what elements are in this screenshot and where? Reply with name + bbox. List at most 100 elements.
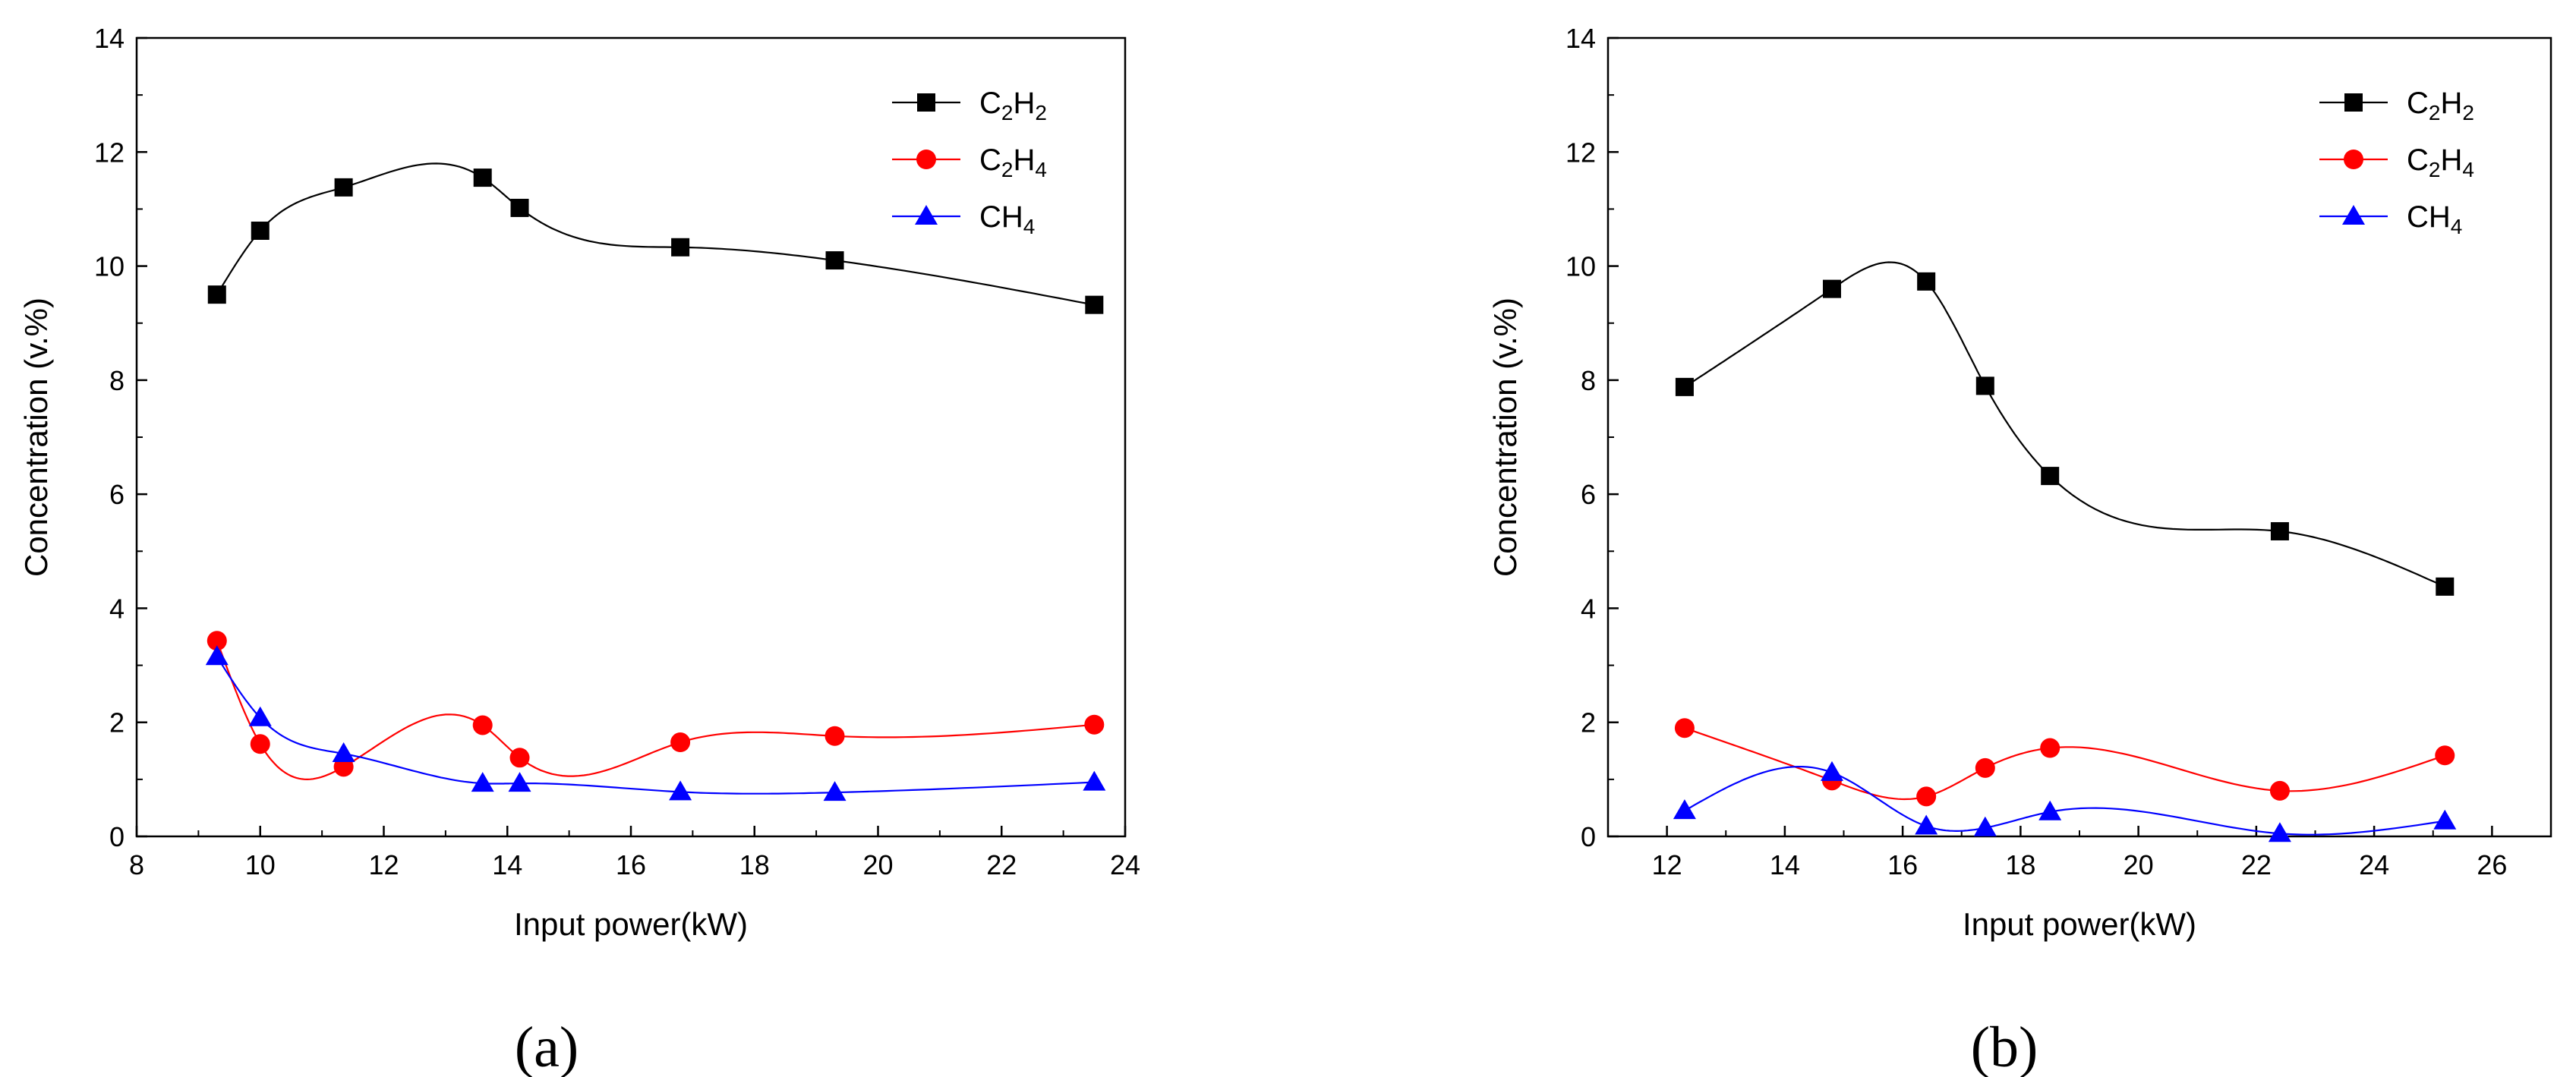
data-point-ch4 bbox=[1820, 761, 1843, 781]
data-point-c2h4 bbox=[1916, 786, 1937, 807]
data-point-c2h4 bbox=[207, 631, 227, 651]
data-point-ch4 bbox=[1915, 814, 1938, 835]
y-tick-label: 14 bbox=[94, 23, 125, 54]
data-point-c2h4 bbox=[670, 732, 691, 753]
legend-marker bbox=[917, 93, 935, 112]
y-tick-label: 10 bbox=[94, 251, 125, 282]
x-tick-label: 12 bbox=[1652, 849, 1682, 880]
x-tick-label: 26 bbox=[2477, 849, 2507, 880]
data-point-c2h4 bbox=[825, 726, 845, 746]
data-point-c2h2 bbox=[207, 285, 226, 304]
data-point-ch4 bbox=[248, 706, 272, 726]
data-point-c2h2 bbox=[1917, 272, 1936, 291]
y-tick-label: 6 bbox=[1581, 479, 1596, 510]
y-tick-label: 0 bbox=[1581, 821, 1596, 852]
data-point-c2h4 bbox=[509, 748, 530, 768]
caption-a: (a) bbox=[515, 1016, 579, 1077]
x-tick-label: 24 bbox=[1110, 849, 1140, 880]
x-tick-label: 14 bbox=[492, 849, 522, 880]
x-tick-label: 14 bbox=[1770, 849, 1800, 880]
plot-frame bbox=[135, 36, 1127, 838]
x-tick-label: 22 bbox=[986, 849, 1017, 880]
legend-marker bbox=[2344, 150, 2363, 169]
legend-marker bbox=[915, 205, 938, 225]
y-axis-title: Concentration (v.%) bbox=[18, 298, 54, 577]
series-line-c2h2 bbox=[216, 162, 1095, 306]
x-axis-title: Input power(kW) bbox=[514, 906, 748, 942]
data-point-ch4 bbox=[2433, 809, 2457, 830]
data-point-c2h2 bbox=[473, 168, 492, 187]
x-tick-label: 20 bbox=[862, 849, 893, 880]
y-tick-label: 0 bbox=[109, 821, 125, 852]
x-axis-title: Input power(kW) bbox=[1963, 906, 2196, 942]
legend-label-c2h2: C2H2 bbox=[2407, 87, 2474, 124]
legend-label-ch4: CH4 bbox=[2407, 200, 2462, 238]
y-tick-label: 2 bbox=[1581, 707, 1596, 738]
series-line-c2h2 bbox=[1684, 261, 2445, 587]
y-tick-label: 8 bbox=[1581, 365, 1596, 396]
legend-label-c2h4: C2H4 bbox=[979, 143, 1047, 181]
series-line-ch4 bbox=[1684, 766, 2445, 836]
x-tick-label: 16 bbox=[1887, 849, 1918, 880]
data-point-ch4 bbox=[332, 742, 355, 763]
data-point-c2h4 bbox=[1674, 718, 1695, 738]
data-point-c2h2 bbox=[1975, 376, 1994, 395]
x-tick-label: 12 bbox=[368, 849, 399, 880]
data-point-c2h2 bbox=[334, 178, 353, 197]
y-tick-label: 12 bbox=[94, 137, 125, 168]
y-tick-label: 2 bbox=[109, 707, 125, 738]
data-point-c2h2 bbox=[825, 251, 844, 270]
data-point-c2h2 bbox=[510, 198, 529, 217]
data-point-c2h2 bbox=[251, 221, 270, 240]
series-line-c2h4 bbox=[216, 640, 1095, 781]
data-point-ch4 bbox=[2038, 800, 2062, 820]
data-point-c2h2 bbox=[1675, 377, 1694, 396]
legend-marker bbox=[2344, 93, 2363, 112]
series-line-ch4 bbox=[216, 656, 1095, 795]
x-tick-label: 10 bbox=[245, 849, 276, 880]
y-tick-label: 10 bbox=[1565, 251, 1596, 282]
y-tick-label: 12 bbox=[1565, 137, 1596, 168]
data-point-ch4 bbox=[669, 780, 692, 801]
data-point-c2h2 bbox=[1822, 279, 1841, 298]
data-point-ch4 bbox=[205, 645, 229, 666]
y-tick-label: 6 bbox=[109, 479, 125, 510]
legend-label-c2h2: C2H2 bbox=[979, 87, 1047, 124]
data-point-ch4 bbox=[1083, 770, 1106, 791]
data-point-ch4 bbox=[471, 772, 494, 792]
legend-label-c2h4: C2H4 bbox=[2407, 143, 2474, 181]
y-axis-title: Concentration (v.%) bbox=[1487, 298, 1523, 577]
x-tick-label: 20 bbox=[2124, 849, 2154, 880]
data-point-c2h2 bbox=[671, 238, 690, 257]
series-line-c2h4 bbox=[1684, 727, 2445, 801]
data-point-ch4 bbox=[508, 772, 531, 792]
x-tick-label: 8 bbox=[129, 849, 144, 880]
data-point-c2h2 bbox=[2041, 467, 2060, 486]
data-point-ch4 bbox=[1973, 816, 1997, 836]
data-point-ch4 bbox=[2268, 822, 2291, 842]
data-point-c2h4 bbox=[1084, 714, 1105, 735]
x-tick-label: 24 bbox=[2359, 849, 2389, 880]
legend-marker bbox=[2342, 205, 2365, 225]
caption-b: (b) bbox=[1971, 1016, 2038, 1077]
data-point-c2h4 bbox=[2435, 745, 2455, 766]
data-point-c2h4 bbox=[2269, 780, 2290, 801]
data-point-c2h4 bbox=[2040, 738, 2060, 758]
y-tick-label: 14 bbox=[1565, 23, 1596, 54]
data-point-c2h2 bbox=[2270, 521, 2289, 540]
x-tick-label: 22 bbox=[2241, 849, 2272, 880]
data-point-c2h4 bbox=[472, 715, 493, 735]
y-tick-label: 4 bbox=[109, 593, 125, 624]
data-point-ch4 bbox=[1673, 799, 1696, 820]
x-tick-label: 18 bbox=[2005, 849, 2035, 880]
x-tick-label: 18 bbox=[739, 849, 770, 880]
legend-label-ch4: CH4 bbox=[979, 200, 1035, 238]
data-point-c2h4 bbox=[1975, 757, 1995, 778]
y-tick-label: 4 bbox=[1581, 593, 1596, 624]
data-point-c2h4 bbox=[250, 734, 270, 754]
data-point-ch4 bbox=[823, 781, 847, 801]
x-tick-label: 16 bbox=[616, 849, 646, 880]
y-tick-label: 8 bbox=[109, 365, 125, 396]
